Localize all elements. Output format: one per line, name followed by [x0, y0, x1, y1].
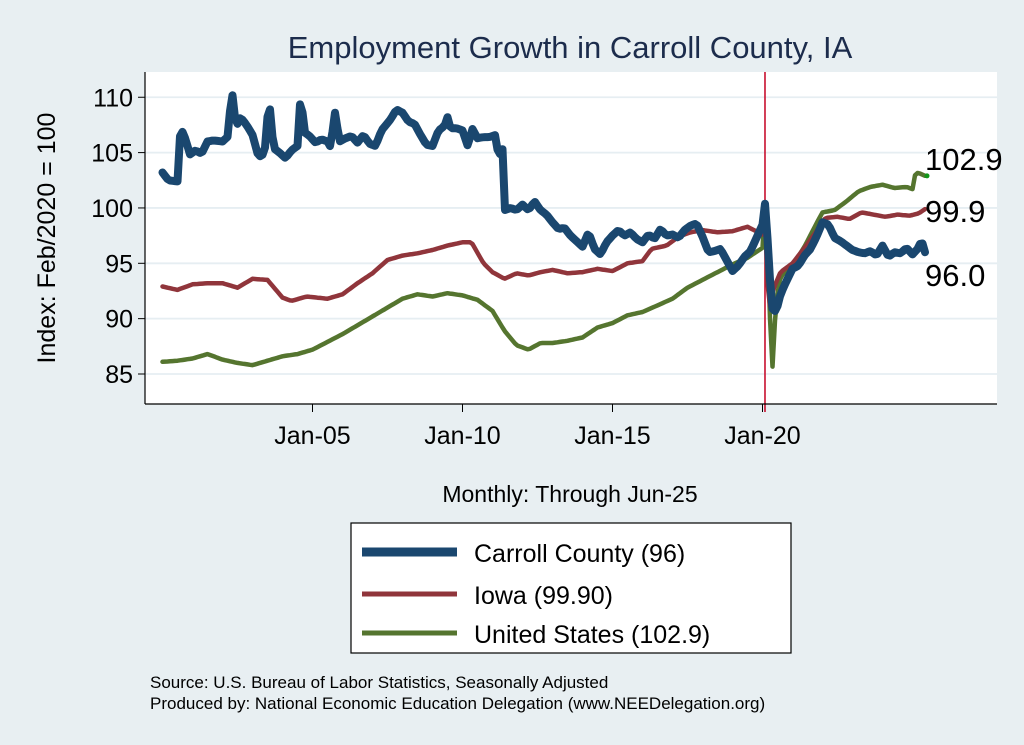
end-label-iowa: 99.9 [925, 194, 985, 229]
series-lines [158, 91, 930, 369]
series-line-iowa [160, 206, 928, 309]
y-axis-ticks: 85 90 95 100 105 110 [91, 84, 145, 389]
y-tick-label-110: 110 [93, 84, 133, 112]
legend: Carroll County (96) Iowa (99.90) United … [350, 522, 792, 654]
x-axis-title: Monthly: Through Jun-25 [442, 481, 697, 507]
y-tick-label-100: 100 [91, 195, 133, 223]
y-tick-label-85: 85 [105, 361, 133, 389]
end-label-united-states: 102.9 [925, 142, 1003, 177]
legend-label-iowa: Iowa (99.90) [474, 582, 613, 610]
gridlines [145, 96, 997, 375]
produced-by-note: Produced by: National Economic Education… [150, 694, 765, 713]
x-tick-label-Jan-05: Jan-05 [274, 422, 350, 450]
legend-label-united-states: United States (102.9) [474, 621, 710, 649]
end-point-united-states [924, 173, 930, 179]
chart-title: Employment Growth in Carroll County, IA [288, 30, 853, 65]
x-axis-ticks: Jan-05 Jan-10 Jan-15 Jan-20 [274, 404, 801, 450]
legend-label-carroll: Carroll County (96) [474, 540, 685, 568]
end-label-carroll: 96.0 [925, 258, 985, 293]
end-labels: 96.0 99.9 102.9 [925, 142, 1003, 293]
x-tick-label-Jan-15: Jan-15 [574, 422, 650, 450]
series-line-carroll [158, 91, 929, 315]
x-tick-label-Jan-20: Jan-20 [724, 422, 800, 450]
source-note: Source: U.S. Bureau of Labor Statistics,… [150, 673, 608, 692]
y-tick-label-95: 95 [105, 250, 133, 278]
x-tick-label-Jan-10: Jan-10 [424, 422, 500, 450]
y-tick-label-90: 90 [105, 306, 133, 334]
y-axis-title: Index: Feb/2020 = 100 [33, 113, 61, 364]
y-tick-label-105: 105 [91, 140, 133, 168]
